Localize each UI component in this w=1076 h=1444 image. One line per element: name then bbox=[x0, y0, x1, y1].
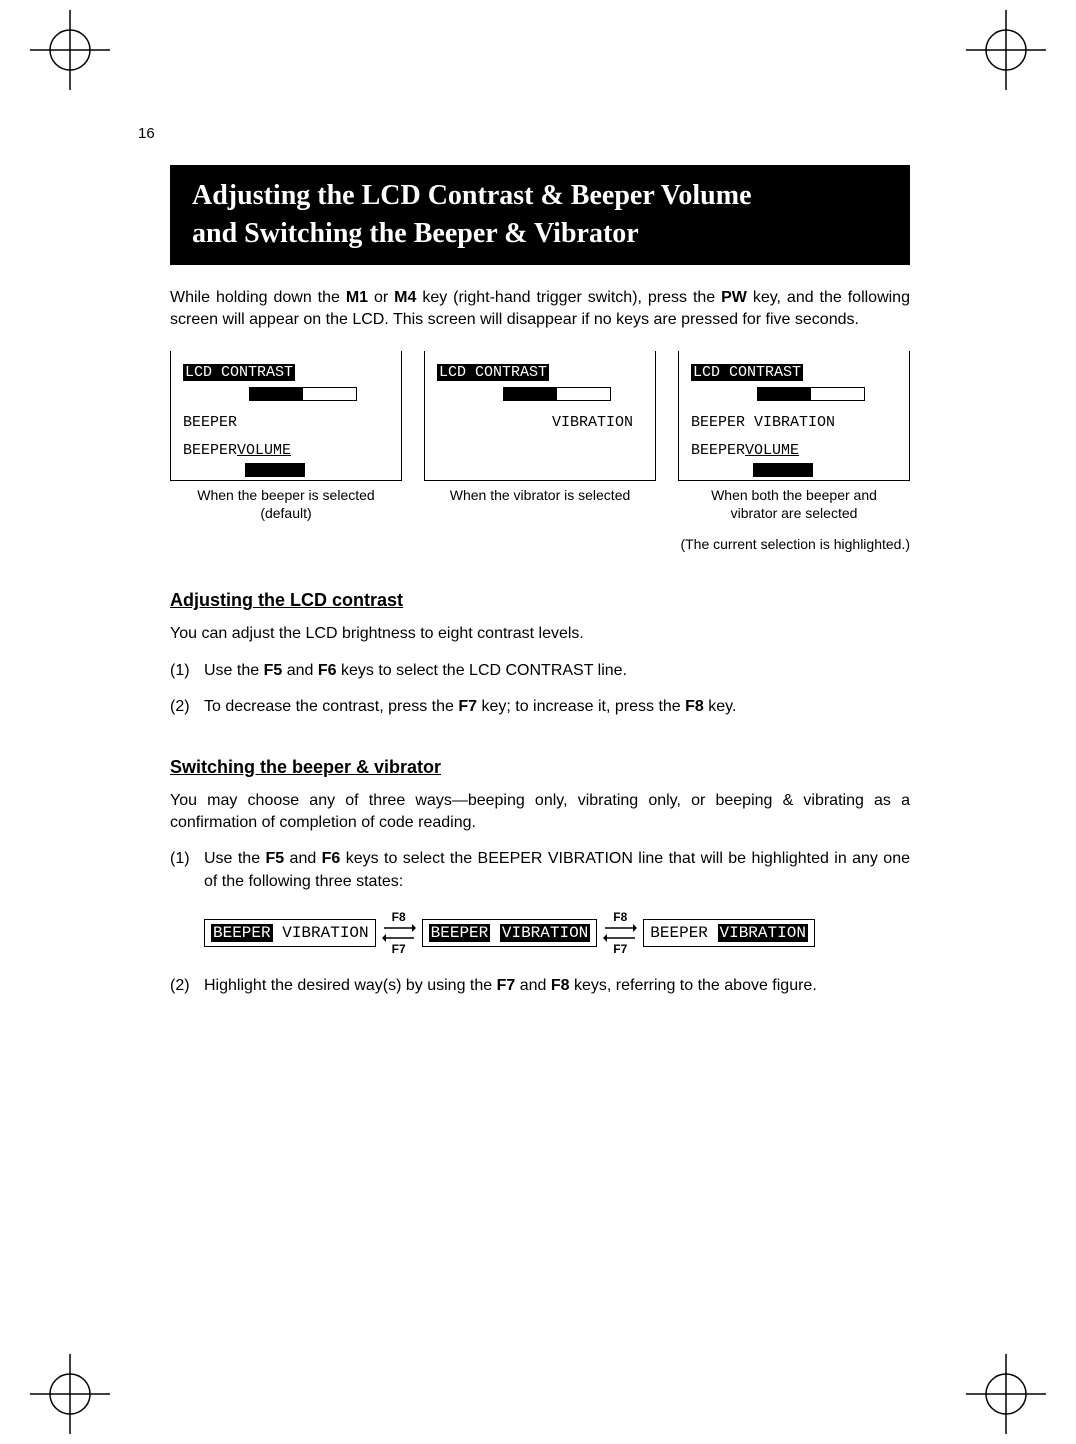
f8-label: F8 bbox=[613, 911, 627, 923]
state-both: BEEPER VIBRATION bbox=[422, 919, 598, 947]
section-heading-switching: Switching the beeper & vibrator bbox=[170, 757, 910, 778]
lcd-volume-label: VOLUME bbox=[237, 442, 291, 459]
section2-step1: (1) Use the F5 and F6 keys to select the… bbox=[170, 848, 910, 893]
arrow-group-1: F8 F7 bbox=[382, 911, 416, 955]
title-line-1: Adjusting the LCD Contrast & Beeper Volu… bbox=[192, 177, 888, 215]
contrast-bar bbox=[757, 387, 865, 401]
f7-label: F7 bbox=[613, 943, 627, 955]
highlight-note: (The current selection is highlighted.) bbox=[170, 536, 910, 552]
contrast-bar bbox=[503, 387, 611, 401]
lcd-screen-vibrator: LCD CONTRAST VIBRATION When the vibrator… bbox=[424, 351, 656, 522]
title-line-2: and Switching the Beeper & Vibrator bbox=[192, 215, 888, 253]
section1-step2: (2) To decrease the contrast, press the … bbox=[170, 696, 910, 718]
caption-1: When the beeper is selected (default) bbox=[170, 487, 402, 522]
page-number: 16 bbox=[138, 125, 155, 142]
lcd-beeper-vibration-text: BEEPER VIBRATION bbox=[691, 414, 835, 431]
section2-body: You may choose any of three ways—beeping… bbox=[170, 790, 910, 835]
section1-step1: (1) Use the F5 and F6 keys to select the… bbox=[170, 660, 910, 682]
caption-3: When both the beeper and vibrator are se… bbox=[678, 487, 910, 522]
caption-2: When the vibrator is selected bbox=[424, 487, 656, 505]
section-heading-contrast: Adjusting the LCD contrast bbox=[170, 590, 910, 611]
lcd-contrast-label: LCD CONTRAST bbox=[691, 364, 803, 381]
section1-body: You can adjust the LCD brightness to eig… bbox=[170, 623, 910, 645]
arrow-right-icon bbox=[382, 923, 416, 933]
lcd-screens-row: LCD CONTRAST BEEPER BEEPER VOLUME When t… bbox=[170, 351, 910, 522]
state-beeper-only: BEEPER VIBRATION bbox=[204, 919, 376, 947]
section2-step2: (2) Highlight the desired way(s) by usin… bbox=[170, 975, 910, 997]
volume-bar bbox=[753, 463, 813, 477]
volume-bar bbox=[245, 463, 305, 477]
state-vibration-only: BEEPER VIBRATION bbox=[643, 919, 815, 947]
lcd-beeper-text: BEEPER bbox=[183, 414, 237, 431]
page-content: Adjusting the LCD Contrast & Beeper Volu… bbox=[170, 165, 910, 998]
arrow-group-2: F8 F7 bbox=[603, 911, 637, 955]
crop-mark-bl bbox=[30, 1354, 110, 1434]
contrast-bar bbox=[249, 387, 357, 401]
arrow-right-icon bbox=[603, 923, 637, 933]
intro-paragraph: While holding down the M1 or M4 key (rig… bbox=[170, 287, 910, 332]
f7-label: F7 bbox=[392, 943, 406, 955]
lcd-volume-label: VOLUME bbox=[745, 442, 799, 459]
lcd-screen-both: LCD CONTRAST BEEPER VIBRATION BEEPER VOL… bbox=[678, 351, 910, 522]
crop-mark-br bbox=[966, 1354, 1046, 1434]
crop-mark-tl bbox=[30, 10, 110, 90]
lcd-vibration-text: VIBRATION bbox=[552, 414, 633, 431]
f8-label: F8 bbox=[392, 911, 406, 923]
title-block: Adjusting the LCD Contrast & Beeper Volu… bbox=[170, 165, 910, 265]
lcd-contrast-label: LCD CONTRAST bbox=[183, 364, 295, 381]
state-diagram: BEEPER VIBRATION F8 F7 BEEPER VIBRATION … bbox=[204, 911, 910, 955]
lcd-contrast-label: LCD CONTRAST bbox=[437, 364, 549, 381]
crop-mark-tr bbox=[966, 10, 1046, 90]
lcd-screen-beeper: LCD CONTRAST BEEPER BEEPER VOLUME When t… bbox=[170, 351, 402, 522]
